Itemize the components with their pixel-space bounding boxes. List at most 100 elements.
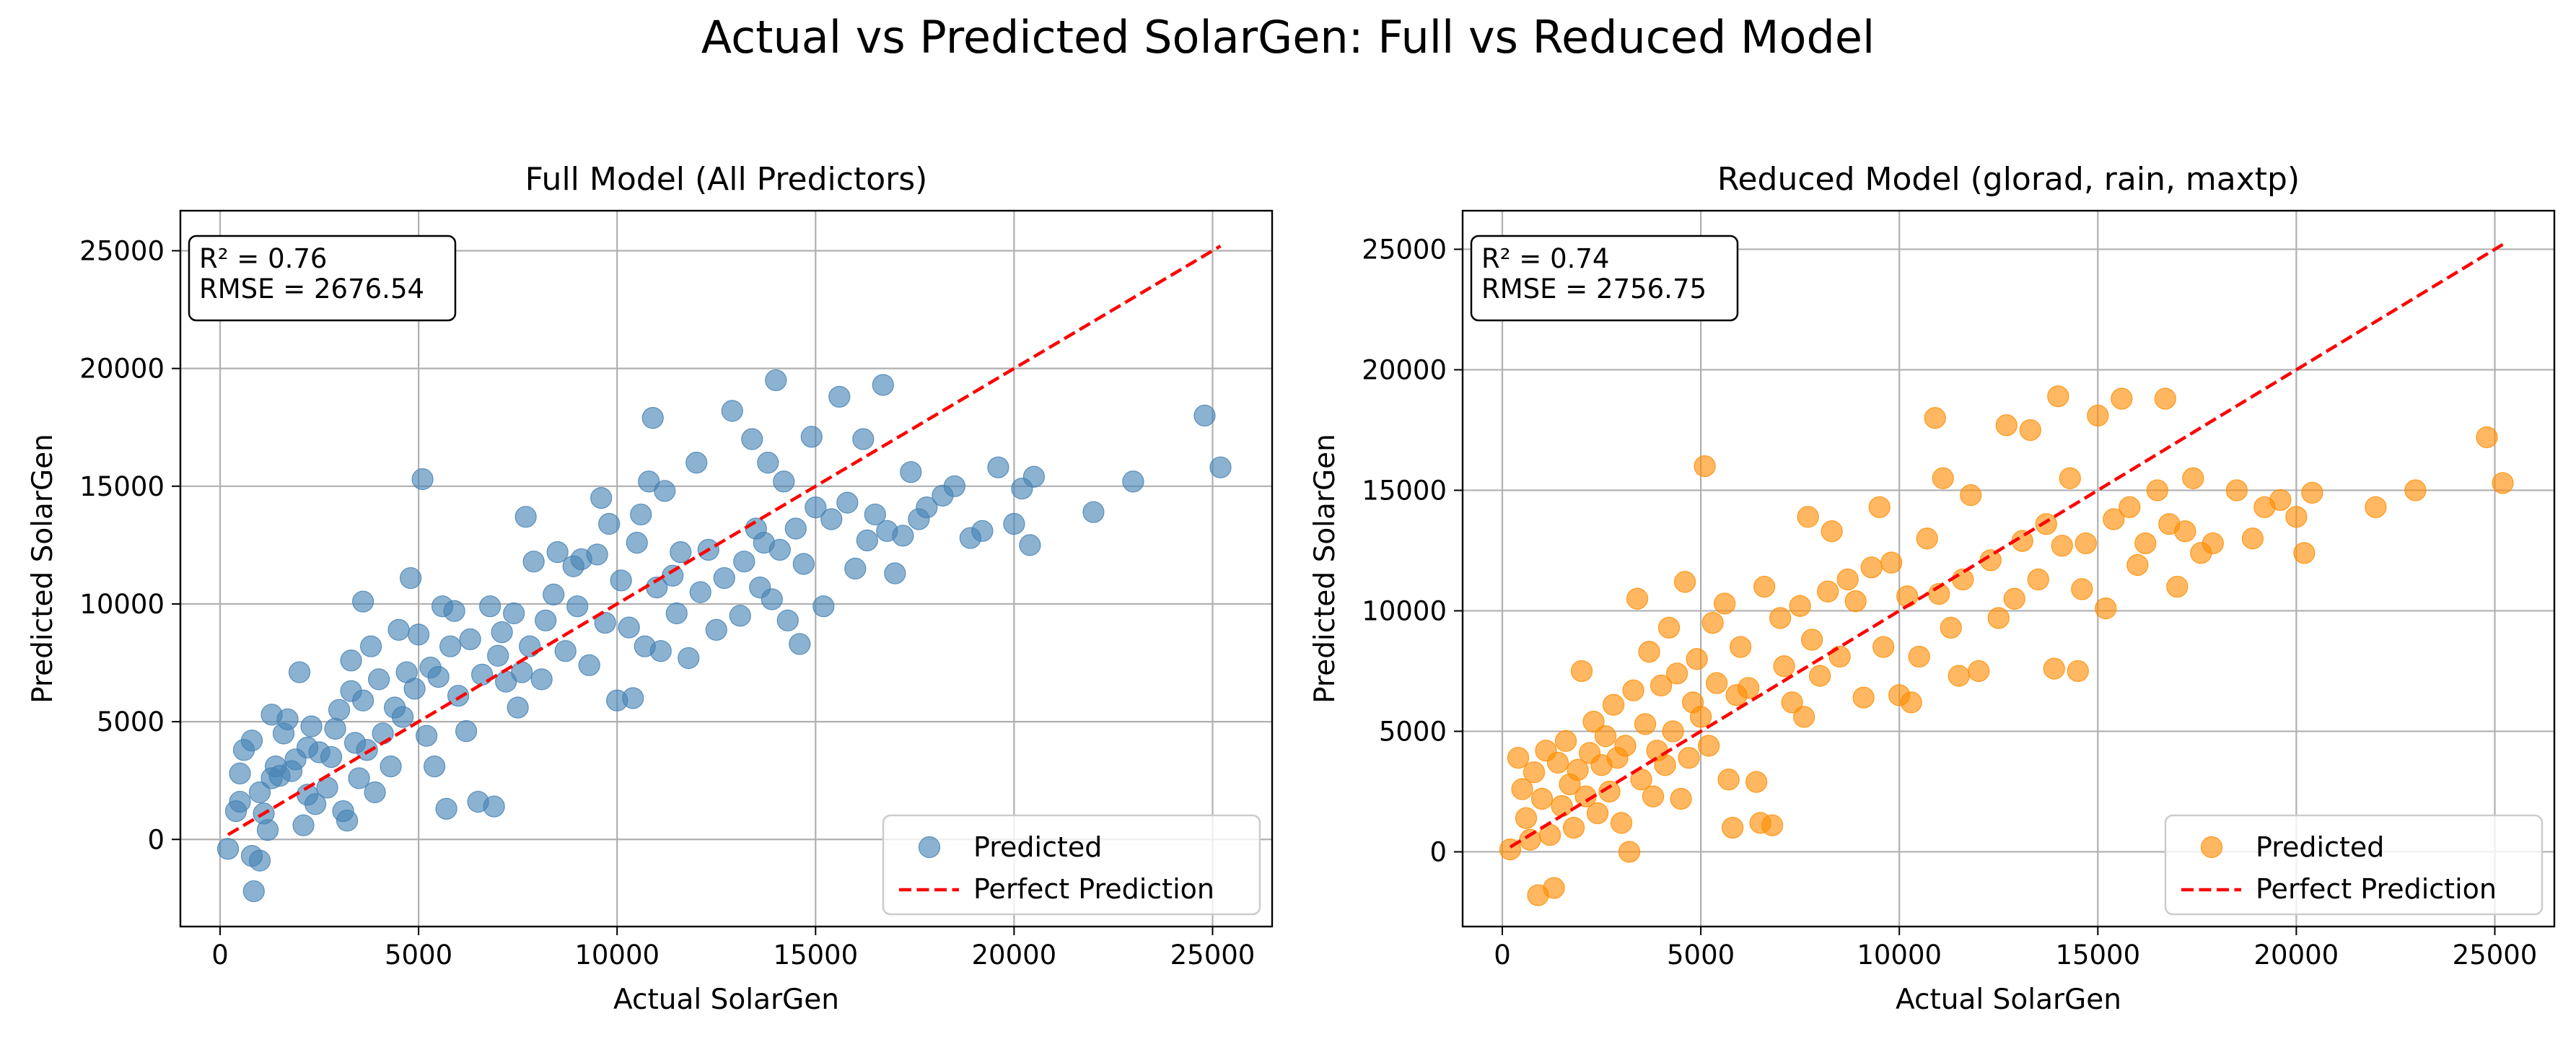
data-point — [1817, 580, 1839, 603]
data-point — [586, 543, 608, 566]
y-tick-label: 10000 — [79, 589, 165, 620]
legend-box — [2164, 814, 2544, 916]
data-point — [392, 706, 414, 728]
data-point — [1678, 747, 1700, 769]
y-tick-label: 15000 — [79, 471, 165, 502]
data-point — [864, 503, 886, 526]
data-point — [2103, 508, 2125, 530]
data-point — [348, 767, 370, 789]
data-point — [916, 496, 938, 519]
data-point — [514, 506, 537, 528]
axes-frame — [179, 209, 1274, 928]
data-point — [2059, 467, 2081, 489]
data-point — [2182, 467, 2204, 489]
data-point — [670, 541, 692, 564]
data-point — [987, 456, 1009, 478]
y-tick-label: 25000 — [79, 235, 165, 266]
data-point — [773, 470, 795, 493]
data-point — [1809, 665, 1831, 687]
data-point — [856, 529, 878, 551]
y-tick-label: 0 — [1429, 836, 1447, 867]
data-point — [1674, 571, 1696, 593]
x-axis-label: Actual SolarGen — [1896, 984, 2121, 1016]
data-point — [276, 708, 299, 730]
data-point — [1614, 735, 1637, 757]
data-point — [256, 819, 279, 841]
data-point — [1530, 787, 1554, 810]
data-point — [1546, 751, 1569, 774]
data-point — [812, 595, 835, 618]
data-point — [507, 696, 529, 719]
data-point — [2027, 568, 2049, 591]
data-point — [630, 503, 652, 526]
metrics-annotation-box — [188, 235, 457, 322]
data-point — [519, 635, 541, 657]
data-point — [1519, 828, 1541, 851]
data-point — [761, 588, 783, 610]
data-point — [757, 452, 779, 474]
data-point — [336, 810, 359, 832]
legend-label-perfect-prediction: Perfect Prediction — [2256, 873, 2497, 905]
data-point — [2067, 660, 2089, 683]
data-point — [789, 633, 811, 655]
data-point — [2071, 578, 2093, 600]
legend-marker-predicted — [2200, 836, 2223, 859]
data-point — [1781, 691, 1803, 714]
data-point — [828, 385, 851, 408]
data-point — [1594, 725, 1617, 748]
data-point — [1650, 674, 1673, 697]
data-point — [1717, 769, 1740, 791]
data-point — [2225, 479, 2248, 502]
data-point — [443, 600, 465, 622]
data-point — [654, 480, 676, 502]
data-point — [1960, 484, 1982, 507]
legend-label-predicted: Predicted — [2256, 831, 2384, 863]
data-point — [2051, 535, 2073, 557]
data-point — [400, 566, 422, 590]
data-point — [439, 635, 462, 657]
data-point — [2003, 587, 2025, 610]
data-point — [2285, 506, 2308, 528]
data-point — [2035, 513, 2057, 535]
data-point — [765, 369, 787, 392]
data-point — [1642, 785, 1665, 807]
data-point — [1003, 512, 1025, 535]
data-point — [1551, 794, 1573, 818]
data-point — [471, 663, 494, 686]
x-tick-label: 5000 — [1667, 940, 1735, 971]
data-point — [2111, 388, 2133, 410]
data-point — [1019, 534, 1041, 556]
data-point — [367, 668, 390, 691]
data-point — [1694, 455, 1716, 478]
data-point — [1507, 747, 1530, 769]
y-tick-label: 15000 — [1362, 475, 1447, 506]
x-axis-label: Actual SolarGen — [613, 984, 839, 1016]
data-point — [1209, 456, 1232, 478]
data-point — [689, 581, 711, 603]
data-point — [1662, 720, 1684, 743]
data-point — [622, 687, 644, 709]
rmse-label: RMSE = 2676.54 — [199, 273, 424, 305]
data-point — [288, 661, 311, 683]
data-point — [240, 730, 263, 752]
data-point — [1722, 816, 1744, 839]
data-point — [2154, 388, 2176, 410]
data-point — [1900, 691, 1922, 714]
data-point — [229, 790, 251, 813]
data-point — [1654, 754, 1676, 776]
data-point — [1686, 648, 1708, 670]
data-point — [1773, 655, 1795, 678]
data-point — [324, 717, 346, 740]
data-point — [2269, 489, 2292, 511]
data-point — [2293, 542, 2316, 564]
data-point — [733, 551, 755, 573]
data-point — [1638, 641, 1660, 663]
legend: Predicted Perfect Prediction — [882, 814, 1261, 916]
data-point — [678, 647, 700, 670]
chart-title: Reduced Model (glorad, rain, maxtp) — [1717, 161, 2300, 198]
data-point — [1618, 841, 1641, 863]
data-point — [387, 618, 410, 641]
data-point — [554, 640, 577, 662]
y-tick-label: 0 — [147, 824, 165, 855]
